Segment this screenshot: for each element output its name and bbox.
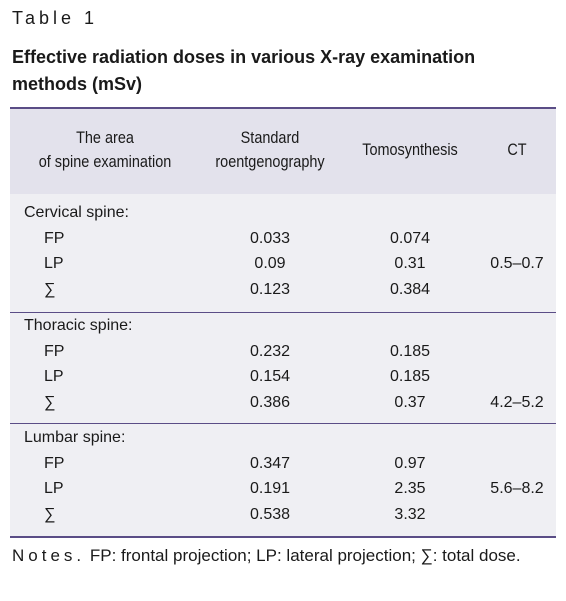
table-cell: 0.154: [249, 368, 291, 385]
table-cell: 0.074: [389, 229, 431, 247]
table-cell: 0.386: [249, 393, 291, 411]
table-cell: 2.35: [394, 480, 426, 497]
table-cell: 0.538: [249, 505, 291, 523]
header-background: [10, 107, 556, 194]
header-line: CT: [507, 140, 527, 159]
row-label: FP: [44, 454, 65, 472]
table-cell: 0.09: [254, 255, 286, 272]
table-cell: 0.033: [249, 229, 291, 247]
row-label: FP: [44, 342, 65, 360]
header-line: The area: [76, 128, 134, 147]
group-name: Cervical spine:: [24, 204, 129, 221]
group-name: Thoracic spine:: [24, 317, 133, 334]
column-header: Standard roentgenography: [215, 126, 324, 174]
header-line: of spine examination: [38, 152, 172, 171]
column-header: Tomosynthesis: [362, 138, 458, 162]
row-label: FP: [44, 229, 65, 247]
header-line: Tomosynthesis: [362, 140, 458, 159]
table-cell: 0.384: [389, 280, 431, 298]
group-separator: [10, 423, 556, 424]
row-label: ∑: [44, 280, 56, 298]
table-cell: 3.32: [394, 505, 426, 523]
group-name: Lumbar spine:: [24, 429, 126, 446]
column-header: CT: [507, 138, 526, 162]
table-cell: 0.347: [249, 454, 291, 472]
notes: Notes. FP: frontal projection; LP: later…: [12, 542, 557, 569]
row-label: LP: [44, 480, 64, 497]
row-label: ∑: [44, 393, 56, 411]
group-separator: [10, 312, 556, 313]
table-cell: 0.185: [389, 342, 431, 360]
table-cell: 0.232: [249, 342, 291, 360]
table-cell: 0.123: [249, 280, 291, 298]
row-label: LP: [44, 255, 64, 272]
table-cell: 0.97: [394, 454, 426, 472]
table-cell: 4.2–5.2: [490, 393, 544, 411]
table-cell: 0.191: [249, 480, 291, 497]
notes-lead: Notes.: [12, 546, 86, 565]
header-line: Standard: [240, 128, 300, 147]
table-label: Table 1: [12, 8, 99, 28]
column-header: The area of spine examination: [39, 126, 172, 174]
header-line: roentgenography: [215, 152, 325, 171]
table-title: Effective radiation doses in various X-r…: [12, 47, 476, 94]
row-label: LP: [44, 368, 64, 385]
table-cell: 0.31: [394, 255, 426, 272]
table-cell: 0.37: [394, 393, 426, 411]
row-label: ∑: [44, 505, 56, 523]
body-background: [10, 194, 556, 538]
notes-text: FP: frontal projection; LP: lateral proj…: [89, 546, 521, 565]
table-cell: 0.5–0.7: [490, 255, 544, 272]
table-cell: 5.6–8.2: [490, 480, 544, 497]
table-cell: 0.185: [389, 368, 431, 385]
